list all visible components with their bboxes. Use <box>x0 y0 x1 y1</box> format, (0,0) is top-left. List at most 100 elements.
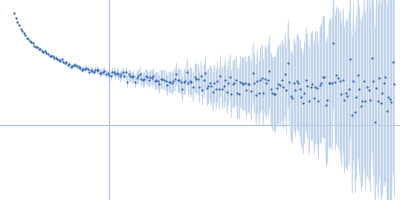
Point <box>62 62 68 65</box>
Point <box>277 83 283 86</box>
Point <box>272 92 279 95</box>
Point <box>69 65 76 68</box>
Point <box>248 89 254 92</box>
Point <box>266 70 272 73</box>
Point <box>66 62 72 66</box>
Point <box>170 80 176 83</box>
Point <box>367 99 373 102</box>
Point <box>370 79 376 83</box>
Point <box>307 85 314 88</box>
Point <box>251 81 257 84</box>
Point <box>115 72 122 76</box>
Point <box>342 91 349 94</box>
Point <box>344 95 350 98</box>
Point <box>213 88 219 91</box>
Point <box>158 77 164 80</box>
Point <box>359 99 366 102</box>
Point <box>40 50 47 54</box>
Point <box>284 61 291 64</box>
Point <box>140 78 146 81</box>
Point <box>358 104 364 107</box>
Point <box>11 11 18 14</box>
Point <box>219 87 225 90</box>
Point <box>162 79 169 82</box>
Point <box>301 91 308 94</box>
Point <box>100 70 106 73</box>
Point <box>120 71 126 74</box>
Point <box>256 92 262 95</box>
Point <box>286 80 292 83</box>
Point <box>353 95 360 98</box>
Point <box>295 82 302 85</box>
Point <box>58 58 65 61</box>
Point <box>135 75 141 78</box>
Point <box>327 82 334 85</box>
Point <box>129 76 135 79</box>
Point <box>368 57 375 60</box>
Point <box>185 81 192 84</box>
Point <box>156 82 163 86</box>
Point <box>80 67 86 71</box>
Point <box>348 114 355 117</box>
Point <box>17 27 24 30</box>
Point <box>45 52 51 55</box>
Point <box>77 66 83 69</box>
Point <box>278 78 285 82</box>
Point <box>292 88 298 92</box>
Point <box>48 54 54 58</box>
Point <box>230 82 236 85</box>
Point <box>355 73 361 77</box>
Point <box>231 82 238 85</box>
Point <box>322 103 329 107</box>
Point <box>126 73 132 76</box>
Point <box>109 71 115 74</box>
Point <box>314 86 320 90</box>
Point <box>271 93 277 96</box>
Point <box>380 81 387 85</box>
Point <box>83 66 89 69</box>
Point <box>326 81 332 85</box>
Point <box>332 81 338 84</box>
Point <box>208 84 214 88</box>
Point <box>36 47 42 50</box>
Point <box>217 74 224 77</box>
Point <box>199 88 205 91</box>
Point <box>26 39 33 42</box>
Point <box>220 85 227 88</box>
Point <box>121 74 128 77</box>
Point <box>46 54 53 57</box>
Point <box>176 79 182 82</box>
Point <box>320 75 326 78</box>
Point <box>198 75 204 78</box>
Point <box>315 100 321 103</box>
Point <box>204 86 210 90</box>
Point <box>188 81 195 84</box>
Point <box>298 95 304 98</box>
Point <box>268 87 274 90</box>
Point <box>297 87 303 90</box>
Point <box>384 109 390 112</box>
Point <box>155 79 161 82</box>
Point <box>243 89 250 92</box>
Point <box>104 72 111 75</box>
Point <box>223 90 230 93</box>
Point <box>136 72 143 75</box>
Point <box>390 60 396 63</box>
Point <box>101 69 108 73</box>
Point <box>116 75 123 78</box>
Point <box>350 79 356 82</box>
Point <box>216 87 222 91</box>
Point <box>283 88 289 91</box>
Point <box>144 76 150 79</box>
Point <box>211 82 218 85</box>
Point <box>249 71 256 74</box>
Point <box>316 83 323 86</box>
Point <box>24 36 30 39</box>
Point <box>124 80 130 83</box>
Point <box>103 72 109 75</box>
Point <box>225 82 231 85</box>
Point <box>167 80 173 83</box>
Point <box>184 70 190 73</box>
Point <box>378 102 384 105</box>
Point <box>63 61 70 64</box>
